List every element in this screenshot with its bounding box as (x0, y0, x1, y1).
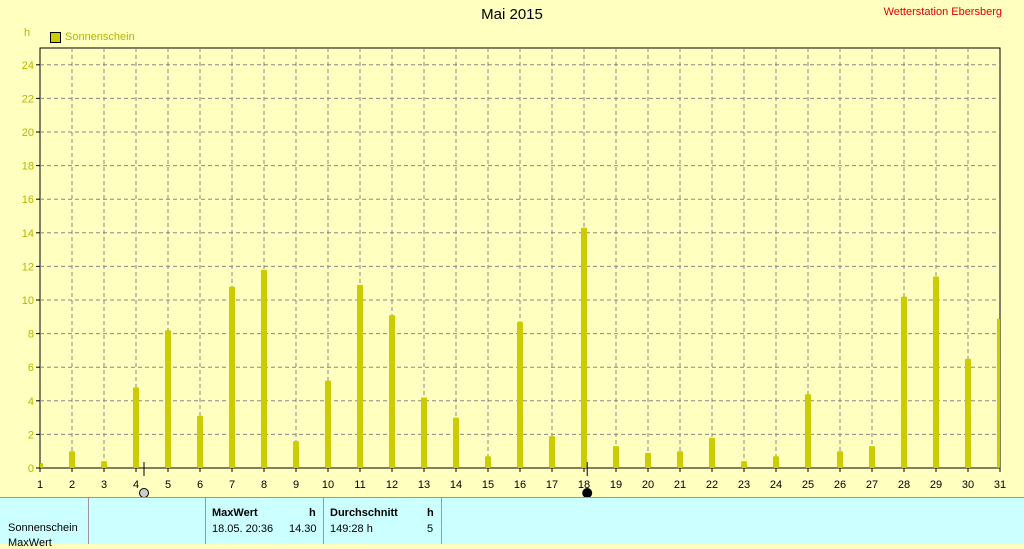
max-unit: h (309, 507, 316, 519)
x-tick-label: 18 (578, 479, 590, 491)
x-tick-label: 29 (930, 479, 942, 491)
x-tick-label: 2 (69, 479, 75, 491)
bar (613, 446, 619, 468)
bar (997, 318, 1000, 468)
legend-label: Sonnenschein (65, 31, 135, 43)
bar (709, 437, 715, 468)
max-datetime: 18.05. 20:36 (212, 523, 274, 535)
x-tick-label: 9 (293, 479, 299, 491)
x-tick-label: 13 (418, 479, 430, 491)
x-tick-label: 19 (610, 479, 622, 491)
x-tick-label: 28 (898, 479, 910, 491)
empty-column (89, 498, 206, 544)
x-tick-label: 23 (738, 479, 750, 491)
bar (453, 417, 459, 468)
y-tick-label: 8 (28, 329, 34, 341)
bar (389, 315, 395, 468)
bar (485, 456, 491, 468)
avg-unit: h (427, 507, 434, 519)
y-tick-label: 2 (28, 429, 34, 441)
bar (549, 436, 555, 468)
chart-title: Mai 2015 (481, 6, 543, 23)
bar (901, 296, 907, 468)
y-tick-label: 14 (22, 228, 34, 240)
y-tick-label: 6 (28, 362, 34, 374)
bar (261, 269, 267, 468)
bar (101, 461, 107, 468)
y-tick-label: 10 (22, 295, 34, 307)
row-labels-column: Sonnenschein MaxWert (0, 498, 89, 549)
x-tick-label: 14 (450, 479, 462, 491)
y-tick-label: 20 (22, 127, 34, 139)
y-tick-label: 16 (22, 194, 34, 206)
bar (421, 397, 427, 468)
x-tick-label: 22 (706, 479, 718, 491)
x-tick-label: 17 (546, 479, 558, 491)
bar (677, 451, 683, 468)
bar (293, 441, 299, 468)
bar (581, 227, 587, 468)
x-tick-label: 26 (834, 479, 846, 491)
y-tick-label: 24 (22, 60, 34, 72)
x-tick-label: 1 (37, 479, 43, 491)
x-tick-label: 5 (165, 479, 171, 491)
bar (133, 387, 139, 468)
x-tick-label: 24 (770, 479, 782, 491)
x-tick-label: 31 (994, 479, 1006, 491)
x-tick-label: 30 (962, 479, 974, 491)
x-tick-label: 3 (101, 479, 107, 491)
bar (325, 380, 331, 468)
avg-value: 5 (427, 523, 434, 535)
summary-panel: Sonnenschein MaxWert MaxWert h 18.05. 20… (0, 497, 1024, 549)
bar (741, 461, 747, 468)
x-tick-label: 6 (197, 479, 203, 491)
bar (645, 452, 651, 468)
station-name: Wetterstation Ebersberg (883, 6, 1002, 18)
new-moon-icon (139, 488, 149, 497)
max-value: 14.30 (289, 523, 317, 535)
avg-column: Durchschnitt h 149:28 h 5 (324, 498, 442, 544)
x-tick-label: 11 (354, 479, 365, 491)
x-tick-label: 8 (261, 479, 267, 491)
max-column: MaxWert h 18.05. 20:36 14.30 (206, 498, 324, 544)
bar (517, 321, 523, 468)
x-tick-label: 4 (133, 479, 139, 491)
bar (165, 330, 171, 468)
x-tick-label: 21 (674, 479, 686, 491)
x-tick-label: 15 (482, 479, 494, 491)
x-tick-label: 7 (229, 479, 235, 491)
y-tick-label: 12 (22, 261, 34, 273)
bar (837, 451, 843, 468)
bar (933, 276, 939, 468)
legend: Sonnenschein (50, 31, 135, 43)
bar (69, 451, 75, 468)
row-label-maxwert: MaxWert (8, 537, 52, 549)
y-tick-label: 0 (28, 463, 34, 475)
full-moon-icon (582, 488, 593, 497)
row-label-sunshine: Sonnenschein (8, 522, 78, 534)
max-header: MaxWert (212, 507, 258, 519)
avg-total: 149:28 h (330, 523, 373, 535)
x-tick-label: 25 (802, 479, 814, 491)
avg-header: Durchschnitt (330, 507, 398, 519)
legend-swatch (50, 31, 61, 43)
bar (229, 286, 235, 468)
bar (40, 462, 43, 468)
y-tick-label: 22 (22, 93, 34, 105)
x-tick-label: 20 (642, 479, 654, 491)
bar (773, 456, 779, 468)
bar (869, 446, 875, 468)
x-tick-label: 12 (386, 479, 398, 491)
x-tick-label: 16 (514, 479, 526, 491)
y-tick-label: 18 (22, 161, 34, 173)
x-tick-label: 27 (866, 479, 878, 491)
bar (197, 415, 203, 468)
y-tick-label: 4 (28, 396, 34, 408)
bar (965, 358, 971, 468)
x-tick-label: 10 (322, 479, 334, 491)
y-axis-unit: h (24, 27, 31, 39)
bar (805, 394, 811, 468)
bar (357, 284, 363, 468)
